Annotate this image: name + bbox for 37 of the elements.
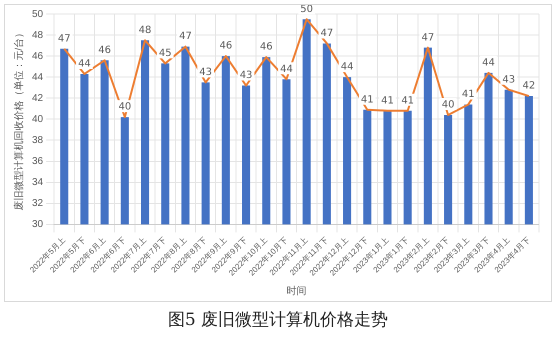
y-tick-label: 36: [32, 156, 44, 168]
data-label: 46: [219, 40, 232, 52]
x-axis-title: 时间: [286, 284, 307, 297]
data-label: 43: [502, 74, 516, 86]
y-tick-label: 40: [32, 114, 44, 125]
data-label: 47: [58, 33, 71, 44]
y-tick-label: 32: [32, 198, 44, 210]
data-label: 44: [340, 62, 354, 73]
data-label: 46: [98, 44, 111, 56]
y-tick-label: 48: [32, 30, 44, 41]
data-label: 42: [522, 80, 536, 92]
y-tick-label: 38: [32, 134, 44, 146]
data-label: 43: [199, 66, 212, 78]
y-tick-label: 44: [32, 72, 44, 83]
data-label: 41: [462, 89, 475, 100]
data-label: 40: [118, 102, 132, 113]
y-tick-label: 34: [32, 177, 44, 188]
data-label: 40: [442, 100, 454, 111]
data-label: 41: [360, 94, 374, 106]
y-axis-title: 废旧微型计算机回收价格（单位：元/台）: [12, 28, 25, 211]
data-label: 46: [260, 42, 273, 53]
data-label: 41: [401, 95, 414, 106]
data-label: 44: [78, 58, 91, 70]
data-label: 47: [320, 28, 334, 40]
data-label: 48: [138, 24, 152, 36]
y-tick-label: 42: [32, 92, 44, 104]
data-label: 43: [240, 70, 252, 82]
data-label: 47: [179, 31, 192, 42]
data-label: 44: [280, 64, 293, 75]
data-label: 44: [482, 57, 495, 68]
y-tick-label: 30: [32, 219, 44, 230]
data-label: 47: [422, 32, 434, 44]
y-tick-label: 46: [32, 50, 44, 62]
data-label: 45: [158, 48, 172, 60]
text: 图5 废旧微型计算机价格走势: [166, 309, 390, 331]
y-tick-label: 50: [32, 8, 44, 20]
data-label: 41: [381, 95, 394, 106]
